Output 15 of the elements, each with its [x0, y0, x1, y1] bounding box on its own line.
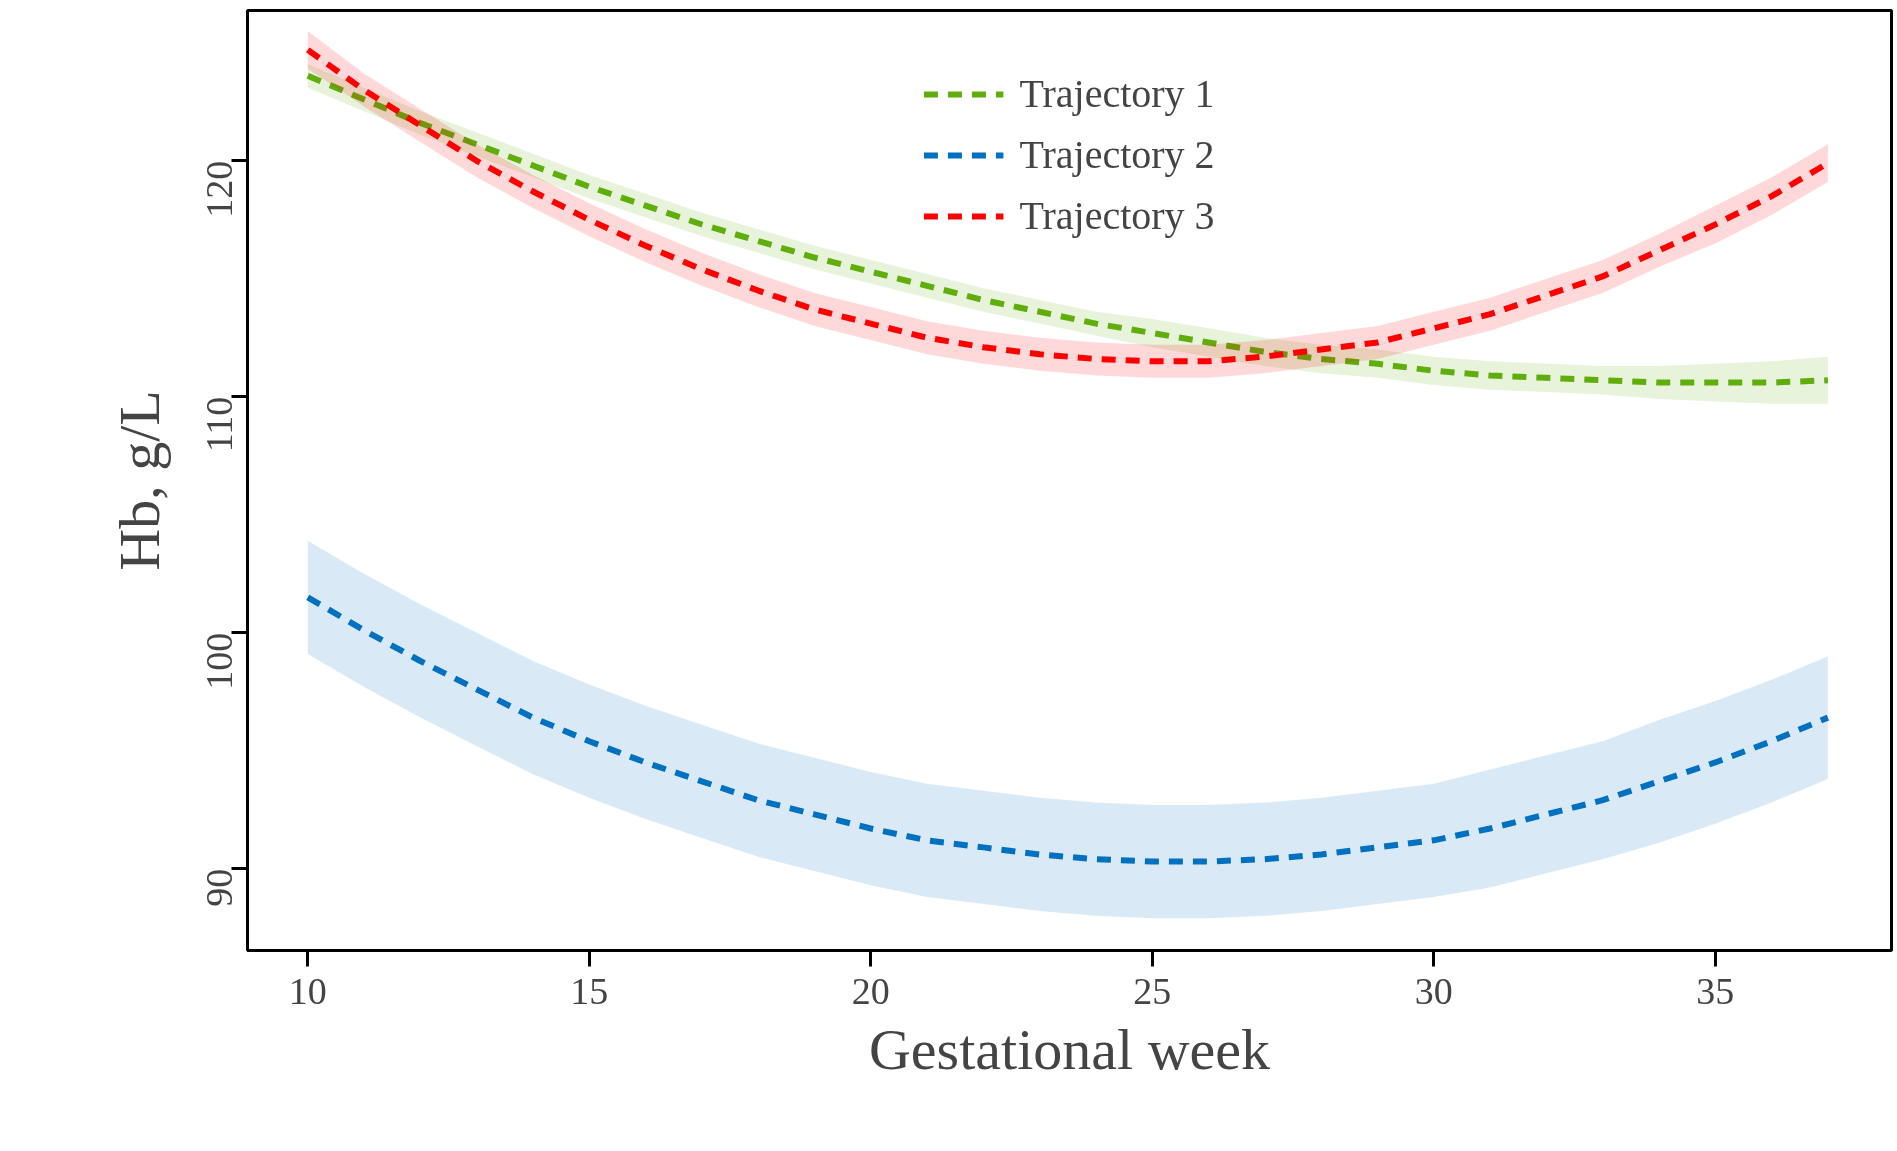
legend-label: Trajectory 3 [1019, 192, 1215, 239]
x-tick-label: 30 [1414, 969, 1453, 1012]
y-tick-label: 100 [198, 632, 240, 690]
x-tick-label: 15 [570, 969, 609, 1012]
x-tick-label: 35 [1696, 969, 1735, 1012]
x-tick-label: 25 [1133, 969, 1172, 1012]
legend-label: Trajectory 2 [1019, 131, 1215, 178]
x-tick-label: 10 [288, 969, 327, 1012]
y-tick-label: 110 [198, 396, 240, 453]
x-axis-title: Gestational week [868, 1016, 1271, 1082]
legend-label: Trajectory 1 [1019, 70, 1215, 117]
y-tick-label: 120 [198, 160, 240, 218]
x-tick-label: 20 [851, 969, 890, 1012]
y-axis-title: Hb, g/L [106, 390, 172, 571]
y-tick-label: 90 [198, 868, 240, 907]
